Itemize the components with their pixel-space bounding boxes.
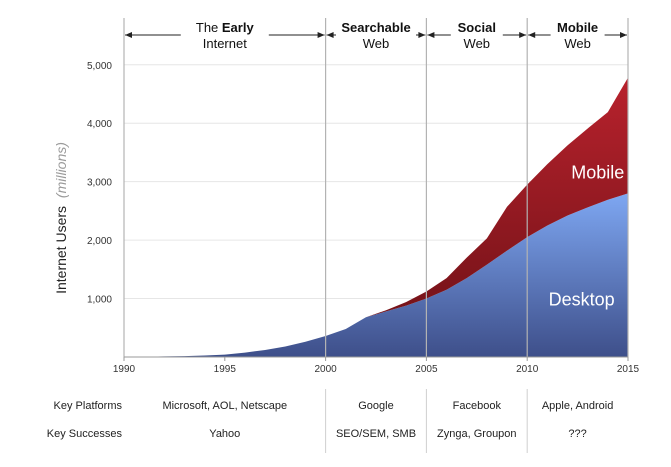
table-cell-0-1: Google — [358, 400, 393, 412]
era-subtitle-2: Web — [464, 36, 491, 51]
era-subtitle-0: Internet — [203, 36, 247, 51]
era-arrowhead-right-0 — [317, 32, 325, 38]
table-cell-1-3: ??? — [568, 428, 586, 440]
era-title-2: Social — [458, 20, 496, 35]
table-cell-0-2: Facebook — [453, 400, 502, 412]
x-tick-label-0: 1990 — [113, 364, 136, 375]
series-label-mobile: Mobile — [571, 163, 624, 183]
era-title-3: Mobile — [557, 20, 598, 35]
era-title-0: The Early — [196, 20, 255, 35]
era-arrowhead-left-2 — [427, 32, 435, 38]
y-axis-label-unit: (millions) — [53, 142, 69, 198]
era-subtitle-1: Web — [363, 36, 390, 51]
era-title-bold-3: Mobile — [557, 20, 598, 35]
era-title-bold-2: Social — [458, 20, 496, 35]
x-tick-label-5: 2015 — [617, 364, 640, 375]
table-cell-1-2: Zynga, Groupon — [437, 428, 517, 440]
era-dividers: The EarlyInternetSearchableWebSocialWebM… — [123, 18, 629, 357]
y-tick-label-0: 1,000 — [87, 295, 112, 306]
era-arrowhead-left-0 — [125, 32, 132, 38]
table-cell-1-0: Yahoo — [209, 428, 240, 440]
y-tick-label-4: 5,000 — [87, 61, 112, 72]
table-cell-0-3: Apple, Android — [542, 400, 614, 412]
x-tick-label-4: 2010 — [516, 364, 539, 375]
area-desktop — [124, 193, 628, 357]
x-tick-label-3: 2005 — [415, 364, 438, 375]
era-arrowhead-left-1 — [326, 32, 334, 38]
y-axis-label-text: Internet Users — [53, 206, 69, 294]
era-arrowhead-right-1 — [418, 32, 426, 38]
table-row-label-0: Key Platforms — [54, 400, 123, 412]
y-axis: 1,000 2,000 3,000 4,000 5,000 — [87, 61, 112, 306]
y-axis-label: Internet Users (millions) — [53, 142, 69, 294]
era-arrowhead-right-3 — [620, 32, 627, 38]
era-title-bold-0: Early — [222, 20, 255, 35]
area-layers: Mobile Desktop — [124, 77, 628, 357]
x-tick-label-1: 1995 — [214, 364, 237, 375]
x-tick-label-2: 2000 — [314, 364, 337, 375]
table-row-label-1: Key Successes — [47, 428, 123, 440]
table-cell-1-1: SEO/SEM, SMB — [336, 428, 416, 440]
key-table: Key Platforms Microsoft, AOL, Netscape Goo… — [47, 389, 614, 453]
era-title-bold-1: Searchable — [341, 20, 410, 35]
series-label-desktop: Desktop — [549, 290, 615, 310]
y-tick-label-3: 4,000 — [87, 119, 112, 130]
era-arrowhead-left-3 — [528, 32, 536, 38]
era-subtitle-3: Web — [564, 36, 591, 51]
y-tick-label-2: 3,000 — [87, 178, 112, 189]
era-arrowhead-right-2 — [519, 32, 527, 38]
y-tick-label-1: 2,000 — [87, 236, 112, 247]
era-title-plain-0: The — [196, 20, 222, 35]
era-title-1: Searchable — [341, 20, 410, 35]
table-cell-0-0: Microsoft, AOL, Netscape — [162, 400, 287, 412]
x-axis: 1990 1995 2000 2005 2010 2015 — [113, 356, 640, 375]
